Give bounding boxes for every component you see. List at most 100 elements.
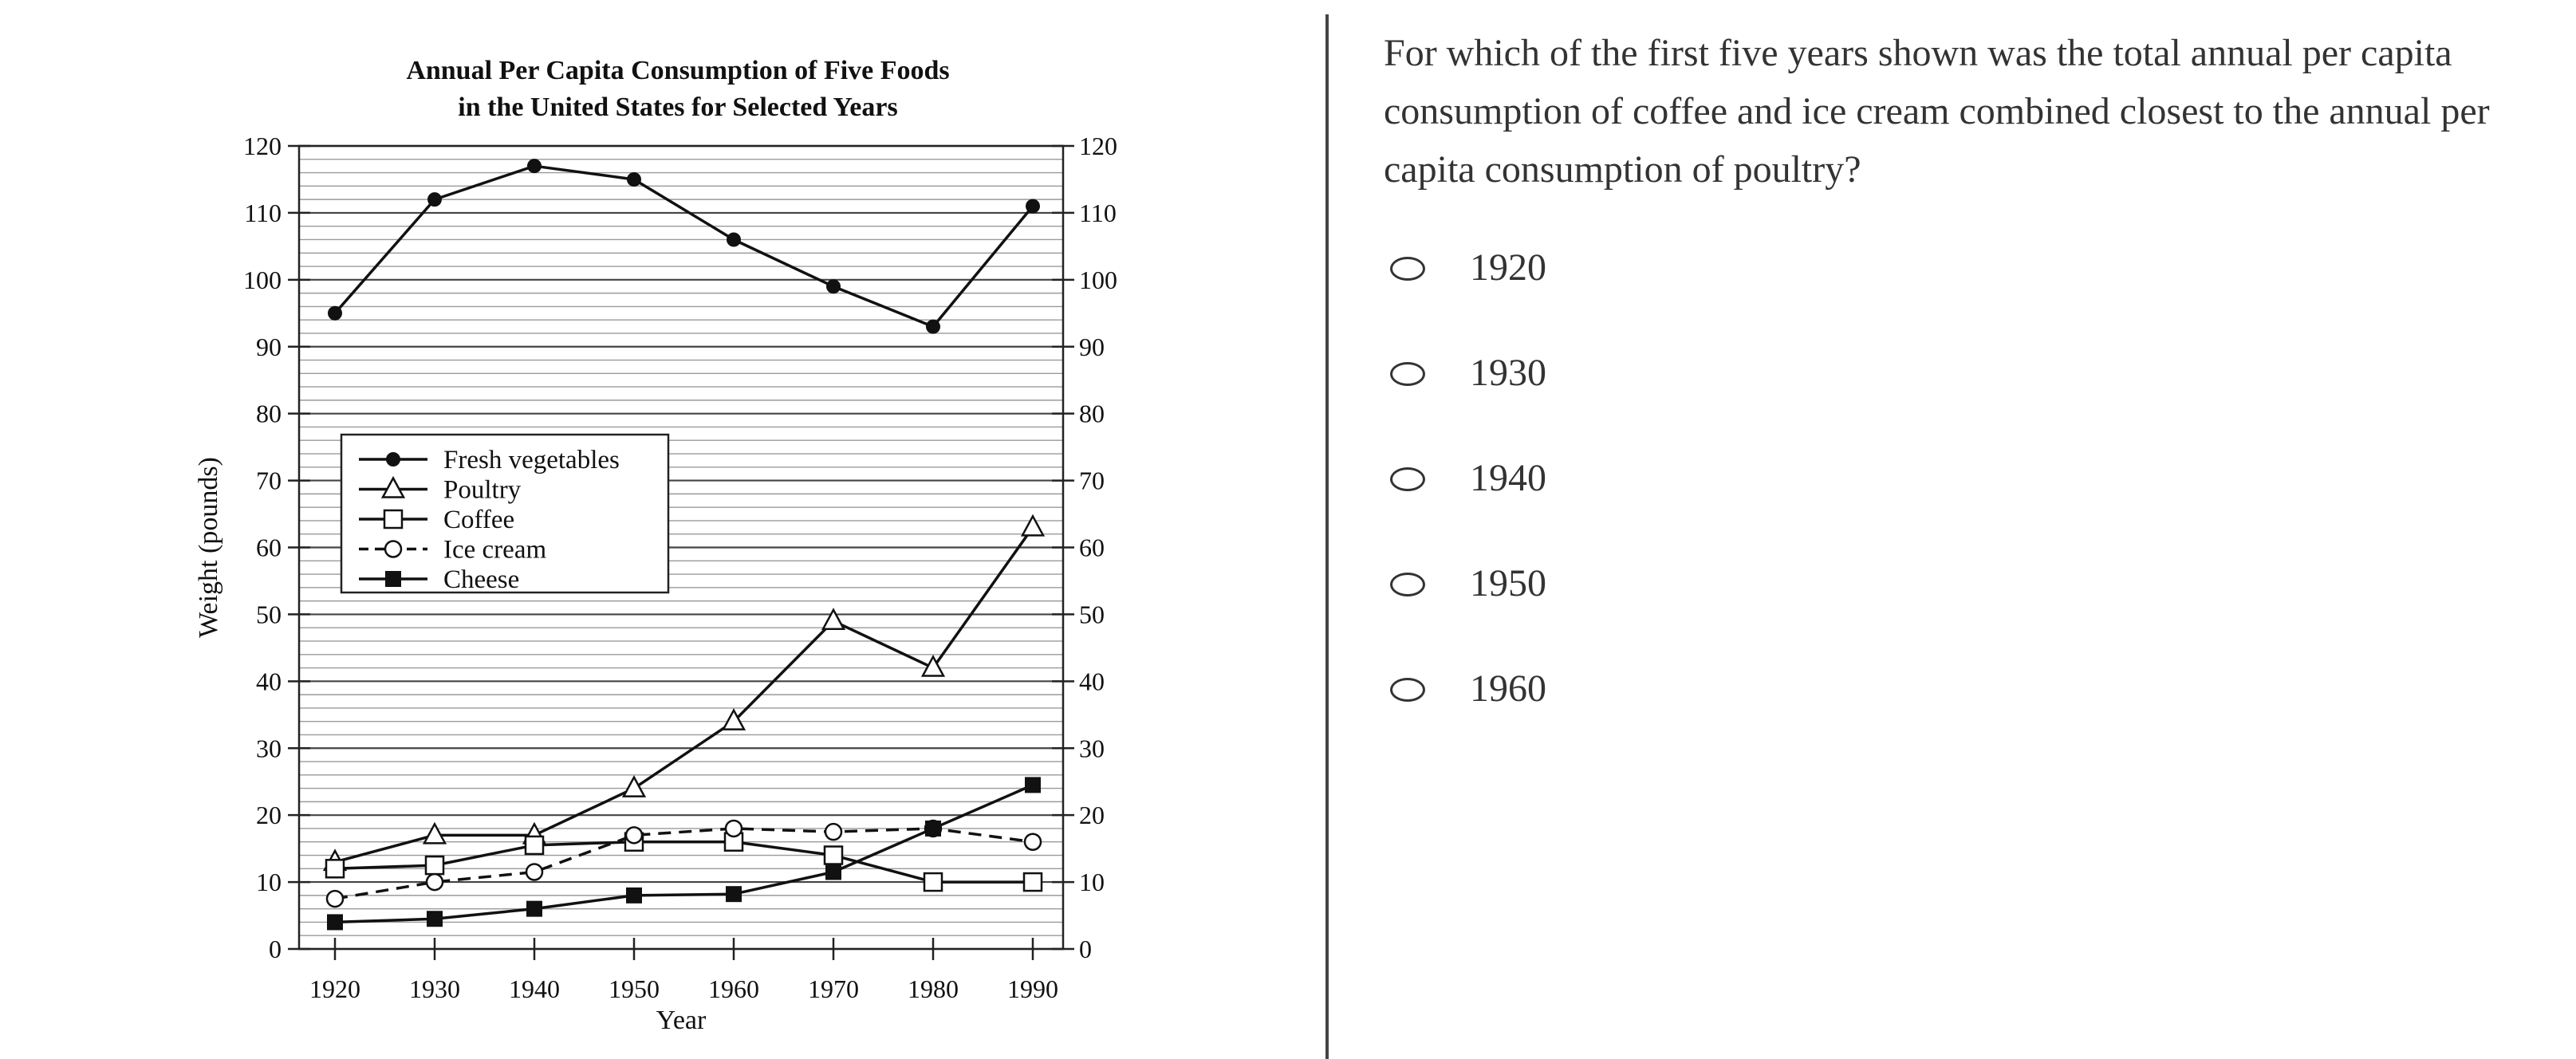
- legend-item-poultry: Poultry: [359, 476, 522, 505]
- radio-icon[interactable]: [1390, 362, 1425, 386]
- y-tick-label-right: 100: [1079, 266, 1117, 294]
- data-point-ice-cream: [1023, 833, 1042, 851]
- data-point-fresh-vegetables: [328, 305, 342, 321]
- option-1950[interactable]: 1950: [1390, 565, 1546, 670]
- data-point-cheese: [526, 900, 542, 917]
- option-1930[interactable]: 1930: [1390, 354, 1546, 459]
- answer-options: 1920 1930 1940 1950 1960: [1390, 249, 1546, 775]
- y-tick-label-left: 40: [256, 667, 282, 695]
- x-tick-label: 1980: [908, 974, 959, 1003]
- legend-item-coffee: Coffee: [359, 506, 514, 534]
- data-point-cheese: [825, 864, 841, 880]
- option-1920[interactable]: 1920: [1390, 249, 1546, 354]
- radio-icon[interactable]: [1390, 573, 1425, 596]
- y-tick-label-right: 50: [1079, 600, 1105, 628]
- y-tick-label-left: 80: [256, 400, 282, 428]
- chart-title: Annual Per Capita Consumption of Five Fo…: [406, 56, 949, 85]
- series-ice-cream: [325, 819, 1042, 908]
- data-point-fresh-vegetables: [727, 232, 741, 247]
- y-tick-label-right: 20: [1079, 801, 1105, 829]
- legend-label: Fresh vegetables: [443, 446, 620, 474]
- option-1940[interactable]: 1940: [1390, 459, 1546, 565]
- y-tick-label-right: 30: [1079, 734, 1105, 762]
- y-axis-title: Weight (pounds): [194, 457, 223, 638]
- legend-marker: [386, 452, 400, 467]
- series-line-poultry: [334, 526, 1034, 864]
- y-tick-label-right: 70: [1079, 467, 1105, 495]
- legend-marker: [383, 509, 404, 530]
- data-point-coffee: [524, 835, 545, 856]
- data-point-coffee: [923, 872, 943, 892]
- data-point-cheese: [726, 886, 742, 903]
- series-line-fresh-vegetables: [333, 164, 1034, 329]
- y-tick-label-left: 90: [256, 333, 282, 361]
- data-point-ice-cream: [824, 822, 843, 841]
- option-label: 1930: [1470, 352, 1546, 394]
- y-tick-label-left: 110: [244, 199, 282, 227]
- data-point-cheese: [327, 914, 343, 931]
- x-axis: 1920 1930 1940 1950 1960 1970 1980 1990: [309, 938, 1058, 1003]
- y-axis: 0 0 10 10 20 20 30 30 40 40 50 50 60 60 70 70 80 80 90 90 10…: [243, 132, 1117, 963]
- y-tick-label-right: 60: [1079, 533, 1105, 562]
- data-point-poultry: [1020, 514, 1046, 537]
- data-point-cheese: [1025, 777, 1041, 793]
- data-point-fresh-vegetables: [926, 319, 940, 334]
- y-tick-label-left: 0: [269, 935, 282, 963]
- consumption-line-chart: Annual Per Capita Consumption of Five Fo…: [194, 56, 1117, 1035]
- legend-marker: [384, 540, 403, 558]
- option-label: 1920: [1470, 246, 1546, 289]
- radio-icon[interactable]: [1390, 467, 1425, 491]
- series-line-ice-cream: [334, 827, 1034, 900]
- legend-marker: [380, 475, 406, 498]
- data-point-fresh-vegetables: [527, 159, 542, 174]
- x-tick-label: 1970: [808, 974, 859, 1003]
- radio-icon[interactable]: [1390, 257, 1425, 281]
- option-label: 1940: [1470, 457, 1546, 499]
- legend-item-fresh-vegetables: Fresh vegetables: [359, 446, 620, 474]
- option-label: 1960: [1470, 667, 1546, 710]
- y-tick-label-left: 10: [256, 868, 282, 896]
- legend-label: Coffee: [443, 506, 514, 534]
- legend-item-ice-cream: Ice cream: [359, 536, 546, 565]
- legend-marker: [385, 571, 401, 587]
- data-point-coffee: [325, 859, 345, 879]
- option-1960[interactable]: 1960: [1390, 670, 1546, 775]
- data-point-fresh-vegetables: [1026, 199, 1040, 214]
- data-point-fresh-vegetables: [427, 192, 442, 207]
- data-point-ice-cream: [624, 826, 644, 844]
- x-tick-label: 1960: [708, 974, 759, 1003]
- legend-item-cheese: Cheese: [359, 565, 519, 594]
- y-tick-label-left: 50: [256, 600, 282, 628]
- data-point-cheese: [925, 820, 941, 837]
- question-panel: For which of the first five years shown …: [1384, 24, 2532, 708]
- legend-label: Ice cream: [443, 536, 546, 565]
- data-point-poultry: [422, 821, 447, 844]
- x-tick-label: 1950: [609, 974, 660, 1003]
- chart-subtitle: in the United States for Selected Years: [458, 93, 897, 122]
- y-tick-label-left: 120: [243, 132, 282, 160]
- y-tick-label-left: 20: [256, 801, 282, 829]
- data-point-coffee: [424, 855, 445, 876]
- x-tick-label: 1990: [1007, 974, 1058, 1003]
- x-tick-label: 1920: [309, 974, 360, 1003]
- series-fresh-vegetables: [328, 159, 1040, 334]
- legend-label: Cheese: [443, 565, 519, 594]
- pane-divider: [1325, 14, 1329, 1059]
- radio-icon[interactable]: [1390, 678, 1425, 702]
- question-text: For which of the first five years shown …: [1384, 32, 2490, 191]
- data-point-fresh-vegetables: [826, 279, 841, 294]
- series-cheese: [327, 777, 1041, 931]
- y-tick-label-left: 100: [243, 266, 282, 294]
- data-point-poultry: [920, 654, 946, 677]
- series-line-cheese: [334, 783, 1034, 924]
- y-tick-label-left: 30: [256, 734, 282, 762]
- y-tick-label-left: 60: [256, 533, 282, 562]
- chart-panel: Annual Per Capita Consumption of Five Fo…: [194, 56, 1117, 1035]
- y-tick-label-right: 110: [1079, 199, 1117, 227]
- y-tick-label-right: 90: [1079, 333, 1105, 361]
- x-tick-label: 1940: [509, 974, 560, 1003]
- option-label: 1950: [1470, 562, 1546, 604]
- data-point-poultry: [821, 608, 846, 631]
- data-point-ice-cream: [325, 889, 345, 908]
